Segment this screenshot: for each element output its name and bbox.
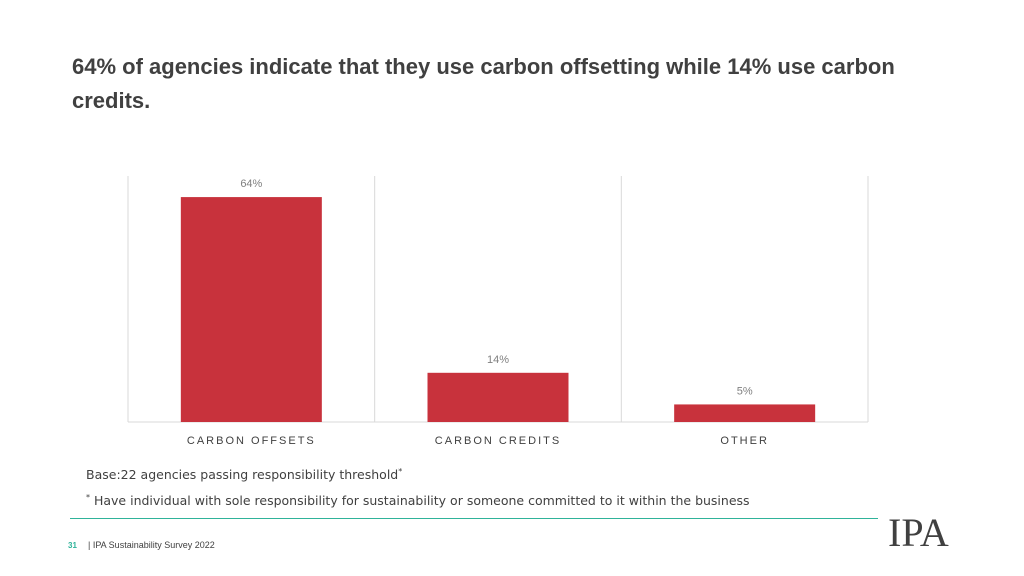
ipa-logo: IPA [888, 510, 949, 555]
bar [674, 404, 816, 422]
base-note: Base:22 agencies passing responsibility … [86, 467, 403, 483]
bar-value-label: 5% [737, 385, 753, 397]
chart-category-labels: CARBON OFFSETS CARBON CREDITS OTHER [187, 435, 769, 447]
page-title: 64% of agencies indicate that they use c… [72, 54, 895, 113]
chart-bars [180, 197, 816, 422]
bar-chart: 64% 14% 5% CARBON OFFSETS CARBON CREDITS OTH… [127, 176, 869, 447]
bar [180, 197, 322, 422]
logo-text: IPA [888, 510, 949, 555]
category-label: CARBON OFFSETS [187, 435, 316, 447]
bar [427, 372, 569, 422]
footer-source: | IPA Sustainability Survey 2022 [88, 540, 215, 550]
bar-value-label: 14% [487, 354, 509, 366]
footer-divider [70, 518, 878, 519]
chart-value-labels: 64% 14% 5% [240, 178, 753, 397]
bar-value-label: 64% [240, 178, 262, 190]
category-label: CARBON CREDITS [435, 435, 561, 447]
category-label: OTHER [720, 435, 769, 447]
page-number: 31 [68, 541, 77, 550]
footnote: * Have individual with sole responsibili… [86, 493, 750, 509]
